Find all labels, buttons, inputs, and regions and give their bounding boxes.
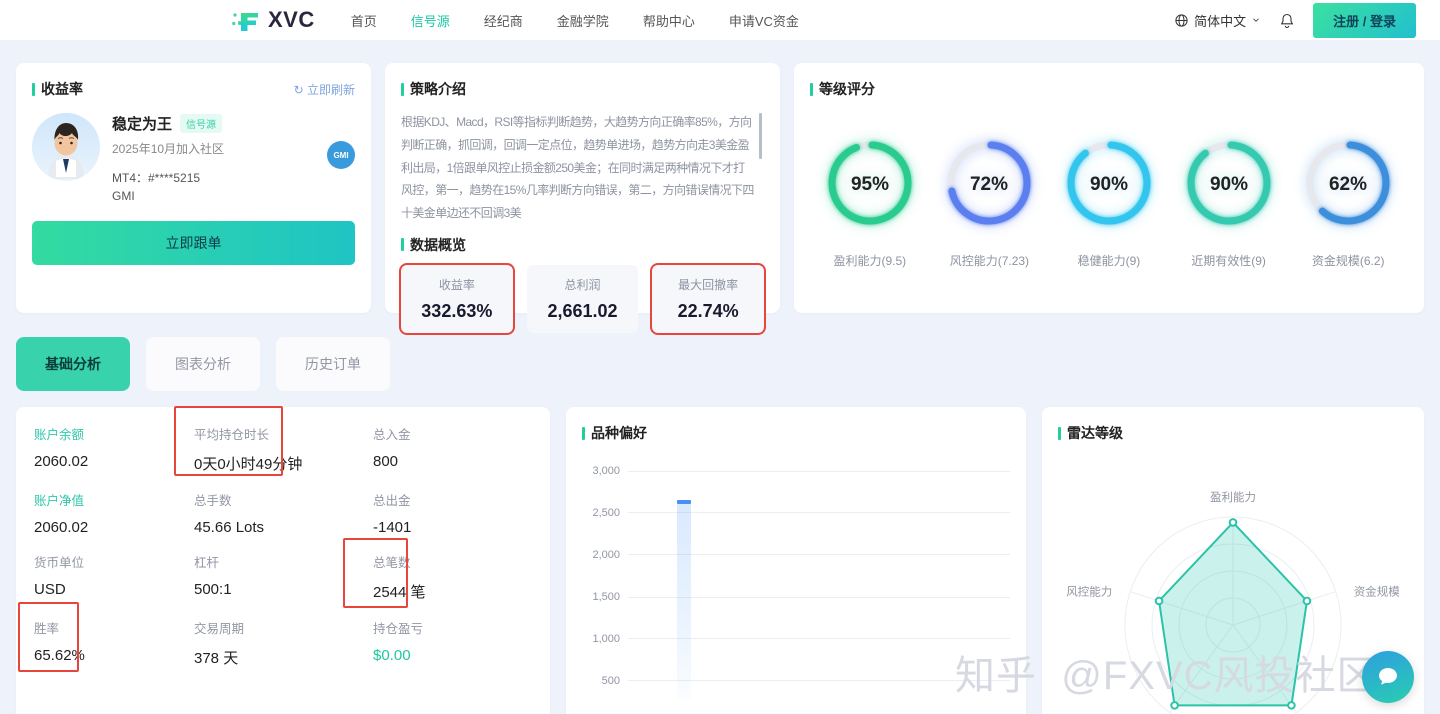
svg-text:90%: 90% bbox=[1210, 174, 1248, 195]
svg-text:62%: 62% bbox=[1329, 174, 1367, 195]
svg-text:95%: 95% bbox=[851, 174, 889, 195]
svg-text:风控能力: 风控能力 bbox=[1066, 585, 1112, 599]
svg-text:90%: 90% bbox=[1090, 174, 1128, 195]
svg-text:72%: 72% bbox=[970, 174, 1008, 195]
svg-text:资金规模: 资金规模 bbox=[1354, 585, 1400, 599]
svg-text:盈利能力: 盈利能力 bbox=[1210, 490, 1256, 504]
